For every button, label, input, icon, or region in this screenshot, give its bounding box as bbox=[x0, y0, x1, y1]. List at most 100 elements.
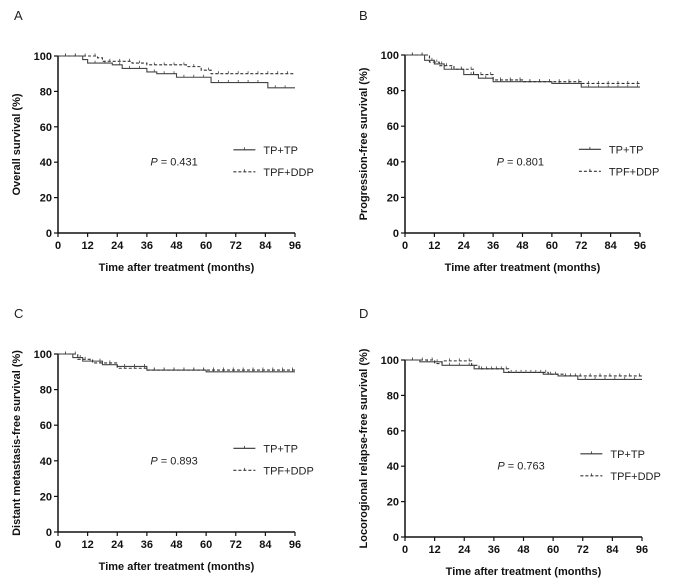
y-tick-label: 40 bbox=[387, 461, 399, 473]
panel-c: C 0 12 24 36 48 60 72 84 96 0 20 40 60 80 100 Time after… bbox=[11, 306, 314, 573]
series-tpf-ddp-curve bbox=[58, 55, 295, 75]
p-symbol: P bbox=[150, 157, 158, 169]
x-tick-label: 24 bbox=[458, 240, 471, 252]
y-tick-label: 80 bbox=[40, 86, 52, 98]
x-tick-label: 84 bbox=[259, 539, 272, 551]
p-value-label: P = 0.801 bbox=[497, 156, 544, 168]
x-tick-label: 48 bbox=[517, 544, 529, 556]
x-tick-label: 84 bbox=[606, 544, 619, 556]
y-tick-label: 100 bbox=[34, 349, 52, 361]
y-tick-label: 40 bbox=[40, 456, 52, 468]
y-tick-label: 0 bbox=[46, 527, 52, 539]
x-tick-label: 12 bbox=[82, 539, 94, 551]
series-tpf-ddp-curve bbox=[58, 353, 296, 372]
x-tick-label: 96 bbox=[289, 240, 301, 252]
series-tp-tp-curve bbox=[58, 55, 295, 89]
p-value-label: P = 0.893 bbox=[150, 455, 197, 467]
y-tick-label: 20 bbox=[387, 497, 399, 509]
y-axis-title: Locorogional relapse-free survival (%) bbox=[358, 348, 370, 548]
x-tick-label: 60 bbox=[200, 240, 212, 252]
x-tick-label: 72 bbox=[575, 240, 587, 252]
x-tick-label: 96 bbox=[636, 544, 648, 556]
x-tick-label: 0 bbox=[55, 539, 61, 551]
x-tick-label: 72 bbox=[577, 544, 589, 556]
panel-label: D bbox=[359, 306, 368, 321]
panel-label: C bbox=[14, 306, 23, 321]
y-axis-title: Progression-free survival (%) bbox=[358, 67, 370, 220]
y-axis-title: Distant metastasis-free survival (%) bbox=[11, 350, 23, 536]
x-tick-label: 96 bbox=[289, 539, 301, 551]
x-tick-label: 36 bbox=[141, 240, 153, 252]
x-tick-label: 0 bbox=[402, 240, 408, 252]
x-tick-label: 72 bbox=[230, 240, 242, 252]
x-tick-label: 60 bbox=[547, 544, 559, 556]
panel-a: A 0 12 24 36 48 60 72 84 96 0 20 40 60 80 100 Time after… bbox=[11, 8, 314, 274]
y-tick-label: 20 bbox=[40, 193, 52, 205]
x-tick-label: 24 bbox=[458, 544, 471, 556]
x-tick-label: 48 bbox=[170, 240, 182, 252]
y-tick-label: 80 bbox=[40, 385, 52, 397]
x-tick-label: 24 bbox=[111, 539, 124, 551]
y-tick-label: 100 bbox=[381, 355, 399, 367]
x-tick-label: 48 bbox=[516, 240, 528, 252]
legend-label: TPF+DDP bbox=[263, 465, 313, 477]
legend-label: TP+TP bbox=[263, 145, 298, 157]
p-symbol: P bbox=[497, 156, 505, 168]
panel-d: D 0 12 24 36 48 60 72 84 96 0 20 40 60 80 100 Time after… bbox=[358, 306, 661, 578]
x-tick-label: 96 bbox=[634, 240, 646, 252]
series-tp-tp-curve bbox=[405, 359, 642, 381]
y-tick-label: 60 bbox=[387, 121, 399, 133]
x-tick-label: 48 bbox=[170, 539, 182, 551]
y-tick-label: 100 bbox=[381, 50, 399, 62]
y-axis-title: Overall survival (%) bbox=[11, 93, 23, 195]
p-value: = 0.801 bbox=[507, 156, 544, 168]
y-tick-label: 60 bbox=[40, 122, 52, 134]
x-tick-label: 12 bbox=[82, 240, 94, 252]
y-tick-label: 0 bbox=[393, 228, 399, 240]
x-tick-label: 84 bbox=[259, 240, 272, 252]
p-value-label: P = 0.431 bbox=[150, 157, 197, 169]
y-tick-label: 60 bbox=[387, 426, 399, 438]
panel-label: A bbox=[14, 8, 23, 23]
p-value: = 0.763 bbox=[508, 461, 545, 473]
x-tick-label: 12 bbox=[429, 544, 441, 556]
p-value: = 0.893 bbox=[161, 455, 198, 467]
x-tick-label: 12 bbox=[428, 240, 440, 252]
y-tick-label: 0 bbox=[393, 532, 399, 544]
series-tpf-ddp-curve bbox=[405, 359, 642, 377]
legend-label: TPF+DDP bbox=[610, 471, 660, 483]
y-tick-label: 60 bbox=[40, 420, 52, 432]
x-tick-label: 36 bbox=[141, 539, 153, 551]
panel-label: B bbox=[359, 8, 368, 23]
y-tick-label: 80 bbox=[387, 86, 399, 98]
x-axis-title: Time after treatment (months) bbox=[445, 262, 601, 274]
p-symbol: P bbox=[150, 455, 158, 467]
x-tick-label: 60 bbox=[200, 539, 212, 551]
p-value-label: P = 0.763 bbox=[497, 461, 544, 473]
x-tick-label: 72 bbox=[230, 539, 242, 551]
y-tick-label: 40 bbox=[387, 157, 399, 169]
legend-label: TP+TP bbox=[609, 144, 644, 156]
x-tick-label: 0 bbox=[55, 240, 61, 252]
x-tick-label: 36 bbox=[488, 544, 500, 556]
p-value: = 0.431 bbox=[161, 157, 198, 169]
x-axis-title: Time after treatment (months) bbox=[99, 561, 255, 573]
y-tick-label: 40 bbox=[40, 157, 52, 169]
y-tick-label: 100 bbox=[34, 51, 52, 63]
legend-label: TP+TP bbox=[263, 443, 298, 455]
legend-label: TPF+DDP bbox=[609, 166, 659, 178]
y-tick-label: 20 bbox=[387, 192, 399, 204]
x-tick-label: 84 bbox=[605, 240, 618, 252]
x-tick-label: 60 bbox=[546, 240, 558, 252]
x-tick-label: 24 bbox=[111, 240, 124, 252]
series-tp-tp-curve bbox=[405, 54, 640, 88]
y-tick-label: 20 bbox=[40, 491, 52, 503]
p-symbol: P bbox=[497, 461, 505, 473]
y-tick-label: 80 bbox=[387, 390, 399, 402]
x-axis-title: Time after treatment (months) bbox=[446, 566, 602, 578]
legend-label: TP+TP bbox=[610, 449, 645, 461]
y-tick-label: 0 bbox=[46, 228, 52, 240]
panel-b: B 0 12 24 36 48 60 72 84 96 0 20 40 60 80 100 Time after… bbox=[358, 8, 659, 274]
series-tpf-ddp-curve bbox=[405, 54, 640, 85]
